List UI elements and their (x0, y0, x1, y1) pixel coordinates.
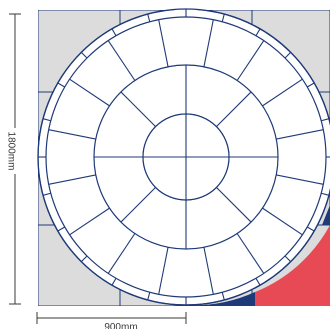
paver-joint (158, 19, 169, 67)
paver-joint (262, 207, 303, 236)
paver-joint (321, 192, 330, 196)
paver-joint (276, 174, 324, 185)
paver-joint (255, 277, 261, 286)
paver-joint (48, 129, 96, 140)
paver-joint (255, 28, 261, 37)
highlighted-pavers (186, 205, 330, 306)
paver-joint (107, 40, 136, 81)
highlighted-paver-blue-side (322, 205, 330, 225)
inner-ring (94, 65, 278, 249)
paver-joint (57, 226, 66, 232)
paver-joint (262, 78, 303, 107)
paver-joint (221, 292, 225, 301)
paver-joint (111, 28, 117, 37)
paver-joint (42, 192, 51, 196)
paver-joint (321, 118, 330, 122)
paver-joint (216, 187, 252, 223)
paver-joint (236, 40, 265, 81)
vertical-dimension: 1800mm (5, 13, 22, 305)
highlighted-paver-blue-bottom (186, 292, 255, 306)
paver-joint (120, 187, 156, 223)
paver-joint (203, 247, 214, 295)
paver-joint (203, 19, 214, 67)
paver-joint (306, 226, 315, 232)
circle-paving-kit (37, 8, 330, 306)
highlighted-paver-red (255, 225, 330, 306)
paver-joint (80, 51, 88, 59)
paver-joint (236, 233, 265, 274)
paver-joint (306, 82, 315, 88)
paver-joint (216, 91, 252, 127)
paver-joint (276, 129, 324, 140)
paver-joint (147, 292, 151, 301)
paver-joint (221, 13, 225, 22)
paver-joint (57, 82, 66, 88)
paver-joint (284, 255, 292, 263)
middle-ring (48, 19, 324, 295)
horizontal-dimension-label: 900mm (104, 322, 137, 329)
circle-outer-edge-overlay (38, 10, 330, 306)
paver-joint (120, 91, 156, 127)
paver-joint (111, 277, 117, 286)
paver-joint (147, 13, 151, 22)
horizontal-dimension: 900mm (36, 312, 187, 329)
paver-joint (69, 78, 110, 107)
vertical-dimension-label: 1800mm (5, 132, 16, 171)
paver-joint (69, 207, 110, 236)
paver-joint (158, 247, 169, 295)
paver-joint (284, 51, 292, 59)
paver-joint (80, 255, 88, 263)
paver-joint (107, 233, 136, 274)
outer-ring (38, 9, 330, 305)
paver-joint (42, 118, 51, 122)
paver-joint (48, 174, 96, 185)
